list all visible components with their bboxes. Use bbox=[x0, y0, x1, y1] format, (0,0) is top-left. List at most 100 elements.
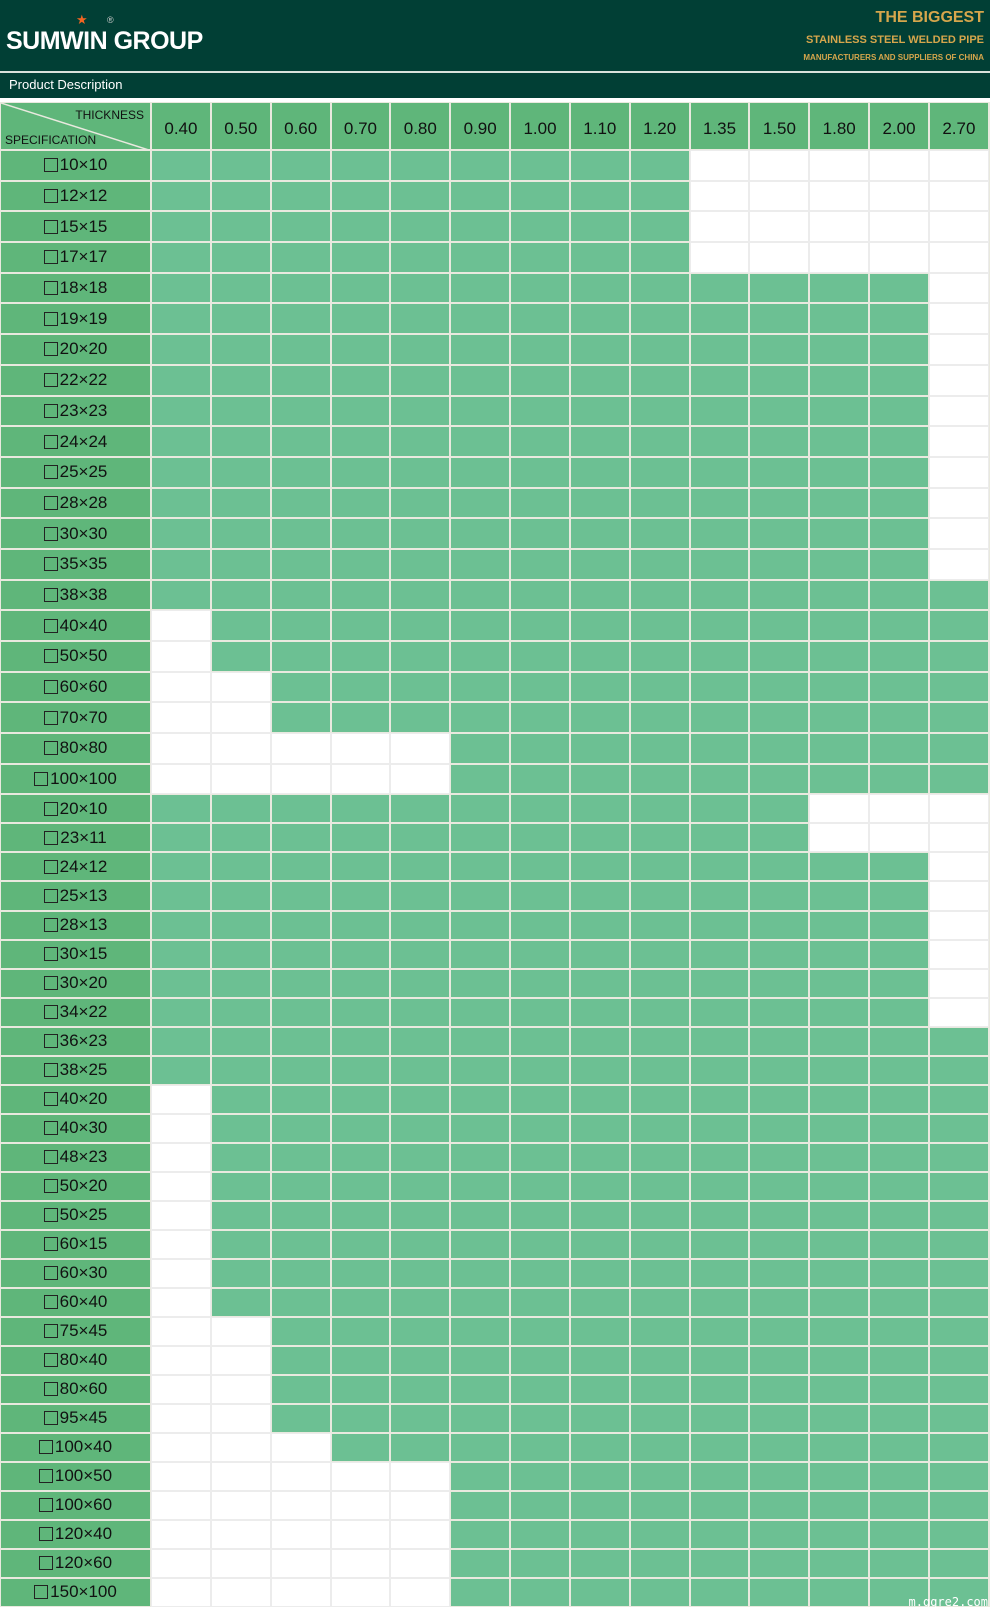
unavailable-cell bbox=[390, 1577, 451, 1607]
available-cell bbox=[629, 852, 690, 882]
unavailable-cell bbox=[809, 180, 870, 212]
available-cell bbox=[330, 395, 391, 427]
available-cell bbox=[510, 242, 570, 273]
available-cell bbox=[869, 1548, 929, 1578]
spec-label: 75×45 bbox=[0, 1316, 151, 1346]
available-cell bbox=[510, 1055, 570, 1085]
available-cell bbox=[749, 910, 810, 940]
available-cell bbox=[629, 610, 690, 641]
available-cell bbox=[270, 823, 331, 853]
available-cell bbox=[450, 1055, 511, 1085]
available-cell bbox=[928, 1055, 989, 1085]
unavailable-cell bbox=[151, 1171, 211, 1201]
available-cell bbox=[749, 1490, 810, 1520]
available-cell bbox=[330, 823, 391, 853]
available-cell bbox=[629, 1403, 690, 1433]
available-cell bbox=[629, 939, 690, 969]
available-cell bbox=[270, 997, 331, 1027]
spec-text: 48×23 bbox=[59, 1147, 108, 1167]
available-cell bbox=[510, 548, 570, 580]
available-cell bbox=[629, 1577, 690, 1607]
available-cell bbox=[749, 997, 810, 1027]
available-cell bbox=[450, 579, 511, 611]
available-cell bbox=[569, 1345, 630, 1375]
available-cell bbox=[330, 794, 391, 824]
unavailable-cell bbox=[928, 334, 989, 365]
unavailable-cell bbox=[749, 150, 810, 181]
available-cell bbox=[330, 1345, 391, 1375]
spec-text: 100×100 bbox=[50, 769, 117, 789]
available-cell bbox=[928, 1258, 989, 1288]
available-cell bbox=[210, 518, 271, 549]
available-cell bbox=[210, 242, 271, 273]
available-cell bbox=[510, 1171, 570, 1201]
checkbox-icon bbox=[43, 219, 58, 234]
available-cell bbox=[869, 487, 929, 519]
spec-label: 28×13 bbox=[0, 910, 151, 940]
available-cell bbox=[749, 1026, 810, 1056]
spec-label: 100×100 bbox=[0, 763, 151, 795]
available-cell bbox=[749, 610, 810, 641]
available-cell bbox=[330, 242, 391, 273]
available-cell bbox=[270, 334, 331, 365]
available-cell bbox=[809, 456, 870, 488]
available-cell bbox=[210, 1113, 271, 1143]
available-cell bbox=[689, 1519, 750, 1549]
unavailable-cell bbox=[928, 939, 989, 969]
available-cell bbox=[210, 939, 271, 969]
unavailable-cell bbox=[151, 1142, 211, 1172]
available-cell bbox=[210, 272, 271, 304]
unavailable-cell bbox=[390, 1490, 451, 1520]
available-cell bbox=[749, 702, 810, 734]
available-cell bbox=[569, 1490, 630, 1520]
thickness-header: 1.00 bbox=[510, 102, 570, 150]
checkbox-icon bbox=[43, 1150, 58, 1165]
available-cell bbox=[809, 1084, 870, 1114]
available-cell bbox=[450, 1577, 511, 1607]
available-cell bbox=[629, 487, 690, 519]
unavailable-cell bbox=[330, 1461, 391, 1491]
spec-text: 150×100 bbox=[50, 1582, 117, 1602]
unavailable-cell bbox=[151, 1403, 211, 1433]
available-cell bbox=[270, 881, 331, 911]
spec-text: 20×10 bbox=[59, 798, 108, 818]
available-cell bbox=[510, 426, 570, 457]
checkbox-icon bbox=[43, 1295, 58, 1310]
spec-text: 40×20 bbox=[59, 1089, 108, 1109]
available-cell bbox=[869, 610, 929, 641]
available-cell bbox=[569, 1374, 630, 1404]
available-cell bbox=[210, 852, 271, 882]
available-cell bbox=[450, 1287, 511, 1317]
unavailable-cell bbox=[151, 1113, 211, 1143]
spec-text: 25×13 bbox=[59, 885, 108, 905]
available-cell bbox=[749, 733, 810, 764]
available-cell bbox=[869, 910, 929, 940]
tagline-subtitle: STAINLESS STEEL WELDED PIPE bbox=[805, 34, 984, 46]
available-cell bbox=[390, 1432, 451, 1462]
available-cell bbox=[809, 1548, 870, 1578]
spec-label: 80×80 bbox=[0, 733, 151, 764]
available-cell bbox=[330, 1084, 391, 1114]
available-cell bbox=[450, 395, 511, 427]
spec-text: 38×25 bbox=[59, 1060, 108, 1080]
unavailable-cell bbox=[151, 1461, 211, 1491]
available-cell bbox=[809, 1055, 870, 1085]
available-cell bbox=[270, 303, 331, 335]
available-cell bbox=[510, 1287, 570, 1317]
spec-text: 100×60 bbox=[54, 1495, 113, 1515]
checkbox-icon bbox=[43, 1034, 58, 1049]
available-cell bbox=[809, 1490, 870, 1520]
available-cell bbox=[569, 518, 630, 549]
available-cell bbox=[390, 881, 451, 911]
available-cell bbox=[450, 852, 511, 882]
available-cell bbox=[569, 1229, 630, 1259]
available-cell bbox=[749, 1345, 810, 1375]
specification-label: SPECIFICATION bbox=[5, 133, 97, 147]
available-cell bbox=[749, 671, 810, 703]
available-cell bbox=[210, 456, 271, 488]
spec-text: 50×50 bbox=[59, 646, 108, 666]
unavailable-cell bbox=[330, 1490, 391, 1520]
available-cell bbox=[749, 364, 810, 396]
spec-text: 34×22 bbox=[59, 1002, 108, 1022]
available-cell bbox=[869, 1258, 929, 1288]
